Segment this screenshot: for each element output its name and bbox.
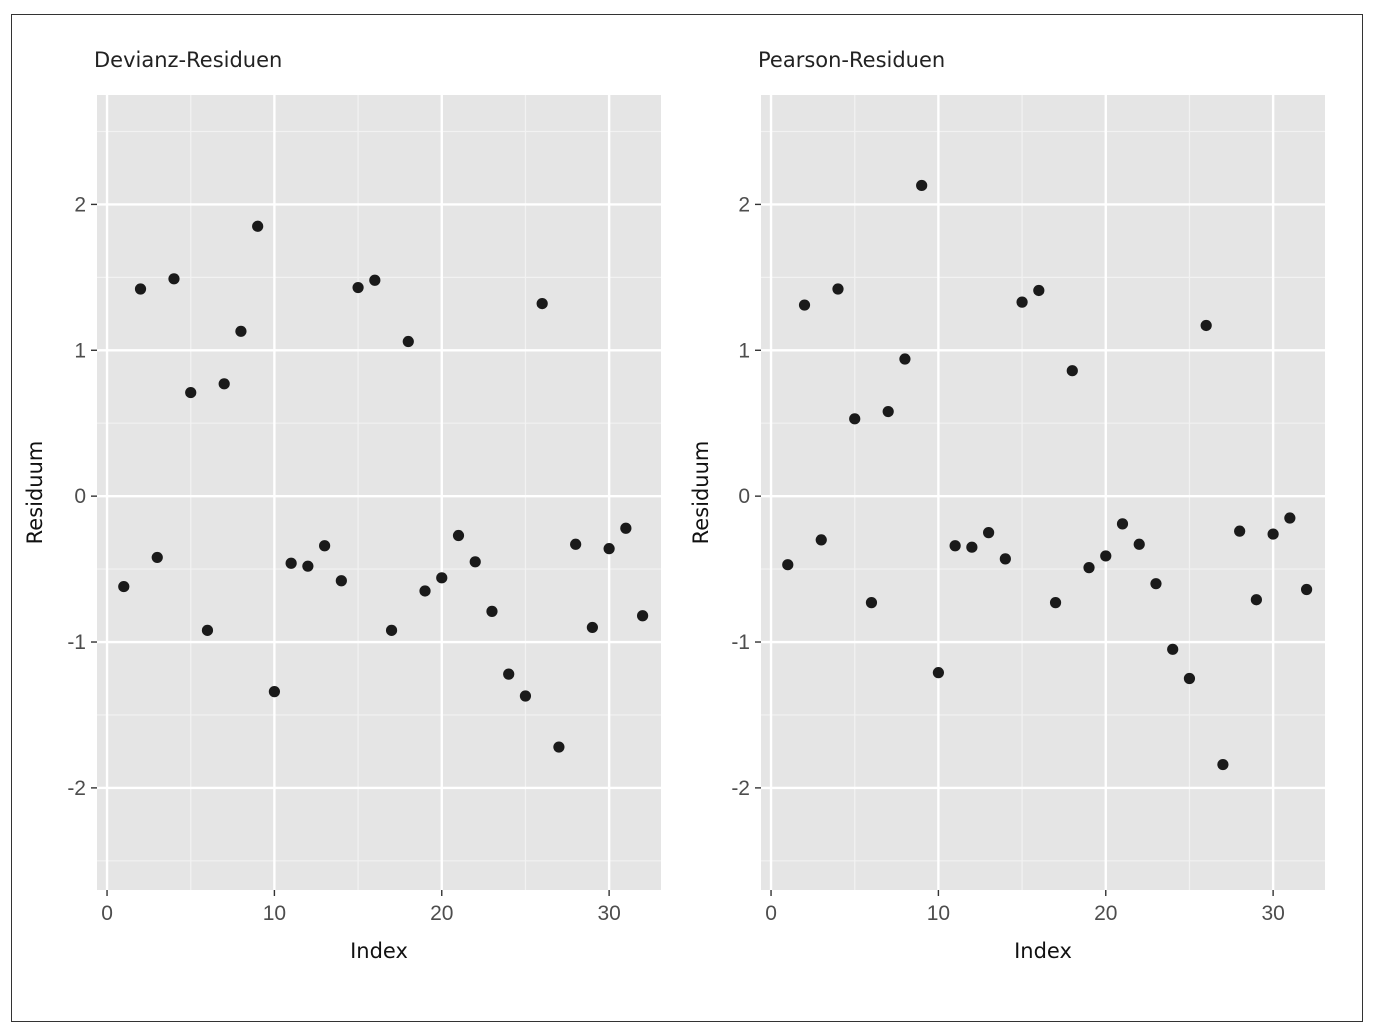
plot-background <box>97 95 661 890</box>
data-point <box>1217 758 1229 771</box>
data-point <box>268 686 281 698</box>
data-point <box>570 538 582 550</box>
data-point <box>849 413 861 425</box>
data-point <box>620 522 632 534</box>
chart-panel-2: 0 10 20 30210-1-2Pearson-ResiduenIndexResid… <box>689 48 1325 963</box>
x-tick-label: 30 <box>1261 902 1284 925</box>
data-point <box>1133 538 1145 550</box>
data-point <box>519 690 532 702</box>
data-point <box>1083 562 1095 574</box>
x-axis-title: Index <box>1014 939 1072 963</box>
y-tick-label: 2 <box>738 193 750 216</box>
plot-background <box>761 95 1325 890</box>
data-point <box>285 557 297 569</box>
data-point <box>865 597 878 609</box>
data-point <box>1284 512 1296 524</box>
panel-title: Devianz-Residuen <box>94 48 282 72</box>
data-point <box>201 624 214 636</box>
data-point <box>469 556 481 568</box>
data-point <box>1033 284 1045 297</box>
x-tick-label: 0 <box>765 902 777 925</box>
y-tick-label: 0 <box>74 485 86 508</box>
data-point <box>1049 597 1062 609</box>
data-point <box>385 624 398 636</box>
x-tick-label: 10 <box>263 902 286 925</box>
y-tick-label: -2 <box>67 777 86 800</box>
y-tick-label: -1 <box>731 631 750 654</box>
data-point <box>553 741 565 753</box>
x-tick-label: 20 <box>1094 902 1117 925</box>
y-axis-title: Residuum <box>689 441 713 545</box>
data-point <box>1167 643 1179 655</box>
data-point <box>983 527 995 539</box>
y-tick-label: -1 <box>67 631 86 654</box>
y-tick-label: 0 <box>738 485 750 508</box>
panel-title: Pearson-Residuen <box>758 48 945 72</box>
data-point <box>999 553 1011 565</box>
data-point <box>882 405 894 418</box>
data-point <box>1150 578 1162 590</box>
x-tick-label: 20 <box>430 902 453 925</box>
data-point <box>1016 296 1028 308</box>
data-point <box>815 534 827 546</box>
data-point <box>1234 525 1246 537</box>
data-point <box>503 668 515 680</box>
y-tick-label: 1 <box>738 339 750 362</box>
data-point <box>452 529 465 542</box>
data-point <box>151 551 163 564</box>
data-point <box>218 378 230 390</box>
data-point <box>916 179 928 192</box>
x-tick-label: 10 <box>927 902 950 925</box>
y-tick-label: 2 <box>74 193 86 216</box>
data-point <box>798 299 811 311</box>
data-point <box>782 559 794 571</box>
data-point <box>586 621 598 634</box>
data-point <box>436 572 448 584</box>
x-axis-title: Index <box>350 939 408 963</box>
data-point <box>1267 528 1279 540</box>
data-point <box>352 281 364 294</box>
data-point <box>1250 594 1262 606</box>
data-point <box>235 325 247 337</box>
data-point <box>899 353 911 365</box>
y-tick-label: -2 <box>731 777 750 800</box>
data-point <box>369 274 381 286</box>
data-point <box>302 560 314 572</box>
data-point <box>419 585 431 597</box>
data-point <box>319 540 331 552</box>
chart-panel-1: 0 10 20 30210-1-2Devianz-ResiduenIndexResid… <box>23 48 661 963</box>
data-point <box>168 273 180 285</box>
y-tick-label: 1 <box>74 339 86 362</box>
data-point <box>134 283 147 295</box>
data-point <box>1100 550 1112 562</box>
data-point <box>536 297 548 310</box>
data-point <box>636 610 649 622</box>
y-axis-title: Residuum <box>23 441 47 545</box>
data-point <box>486 605 498 617</box>
data-point <box>949 540 961 552</box>
data-point <box>1116 518 1129 530</box>
data-point <box>335 575 347 587</box>
data-point <box>1183 672 1196 685</box>
data-point <box>1200 319 1212 332</box>
x-tick-label: 0 <box>101 902 113 925</box>
data-point <box>118 580 130 593</box>
x-tick-label: 30 <box>597 902 620 925</box>
data-point <box>402 335 414 348</box>
data-point <box>832 283 844 295</box>
data-point <box>1066 365 1078 377</box>
data-point <box>1300 583 1313 596</box>
data-point <box>185 386 197 399</box>
data-point <box>932 667 945 679</box>
data-point <box>966 541 978 553</box>
data-point <box>603 543 615 555</box>
data-point <box>252 220 264 232</box>
